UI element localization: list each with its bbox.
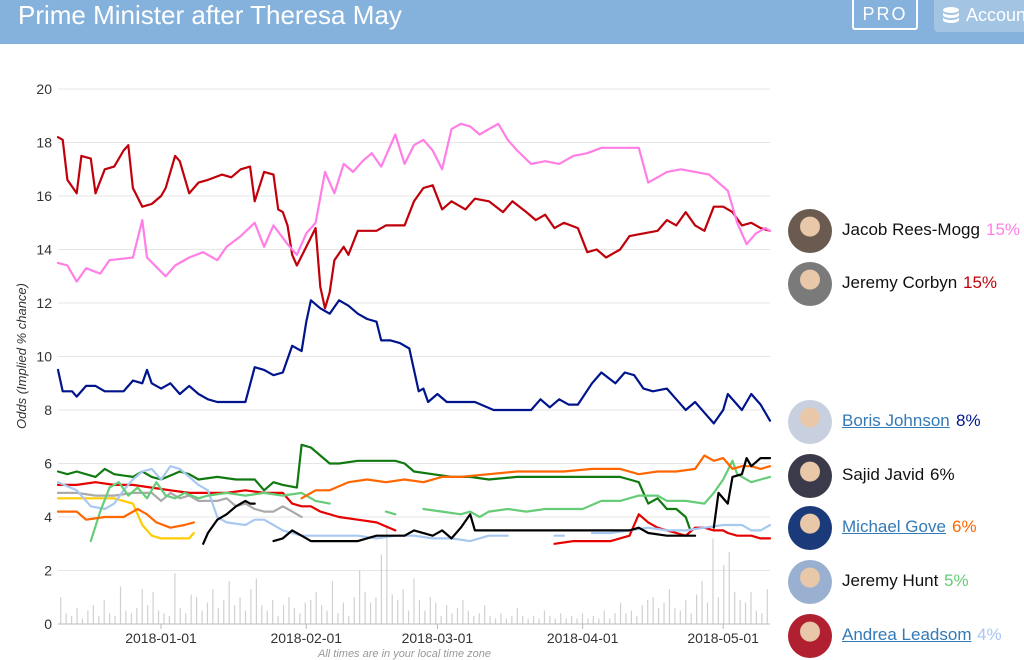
candidate-percent: 15% [986, 220, 1021, 239]
legend-name: Jeremy Hunt [842, 571, 938, 591]
legend-name: Sajid Javid [842, 465, 924, 485]
candidate-name[interactable]: Boris Johnson [842, 411, 950, 430]
series-line-michael-gove [56, 454, 772, 529]
y-tick-label: 8 [44, 402, 52, 418]
candidate-name: Jeremy Corbyn [842, 273, 958, 292]
avatar [788, 614, 832, 658]
legend-name[interactable]: Boris Johnson [842, 411, 950, 431]
account-label: Account [966, 5, 1024, 25]
series-line-ruth-davidson [56, 497, 195, 540]
series-line-jacob-rees-mogg [56, 122, 772, 283]
y-tick-label: 4 [44, 509, 52, 525]
x-tick-label: 2018-01-01 [125, 630, 197, 646]
y-tick-label: 12 [36, 295, 52, 311]
database-icon [943, 7, 959, 23]
candidate-name[interactable]: Michael Gove [842, 517, 946, 536]
legend-name[interactable]: Andrea Leadsom [842, 625, 971, 645]
avatar [788, 209, 832, 253]
avatar [788, 262, 832, 306]
x-tick-label: 2018-05-01 [687, 630, 759, 646]
x-tick-label: 2018-03-01 [402, 630, 474, 646]
y-tick-label: 16 [36, 188, 52, 204]
pro-button[interactable]: PRO [852, 0, 918, 30]
candidate-percent: 4% [977, 625, 1002, 644]
series-line-jeremy-corbyn [56, 136, 772, 310]
avatar [788, 400, 832, 444]
top-bar: Prime Minister after Theresa May PRO Acc… [0, 0, 1024, 44]
y-axis-label: Odds (Implied % chance) [14, 283, 29, 429]
y-tick-label: 18 [36, 135, 52, 151]
y-tick-label: 14 [36, 242, 52, 258]
candidate-percent: 5% [944, 571, 969, 590]
y-tick-label: 6 [44, 456, 52, 472]
candidate-name[interactable]: Andrea Leadsom [842, 625, 972, 644]
candidate-name: Jeremy Hunt [842, 571, 939, 590]
legend-name: Jacob Rees-Mogg [842, 220, 980, 240]
candidate-percent: 8% [956, 411, 981, 430]
candidate-percent: 6% [952, 517, 977, 536]
y-tick-label: 20 [36, 81, 52, 97]
series-line-boris-johnson [56, 299, 772, 425]
legend-name: Jeremy Corbyn [842, 273, 957, 293]
candidate-name: Jacob Rees-Mogg [842, 220, 980, 239]
y-tick-label: 10 [36, 349, 52, 365]
legend-name[interactable]: Michael Gove [842, 517, 946, 537]
candidate-name: Sajid Javid [842, 465, 925, 484]
x-tick-label: 2018-04-01 [547, 630, 619, 646]
avatar [788, 560, 832, 604]
account-button[interactable]: Account [934, 0, 1024, 32]
avatar [788, 454, 832, 498]
candidate-percent: 15% [963, 273, 998, 292]
avatar [788, 506, 832, 550]
candidate-percent: 6% [930, 465, 955, 484]
series-line-sajid-javid [202, 457, 772, 545]
y-tick-label: 2 [44, 563, 52, 579]
odds-chart: 0 2 4 6 8 10 12 14 16 18 20 2018-01-01 2018-02-01 201… [14, 81, 772, 646]
x-tick-label: 2018-02-01 [270, 630, 342, 646]
series-line-gavin-williamson [56, 443, 692, 532]
y-tick-label: 0 [44, 616, 52, 632]
timezone-note: All times are in your local time zone [318, 648, 492, 660]
page-title: Prime Minister after Theresa May [18, 0, 402, 30]
series-line-jeremy-hunt [89, 459, 772, 543]
